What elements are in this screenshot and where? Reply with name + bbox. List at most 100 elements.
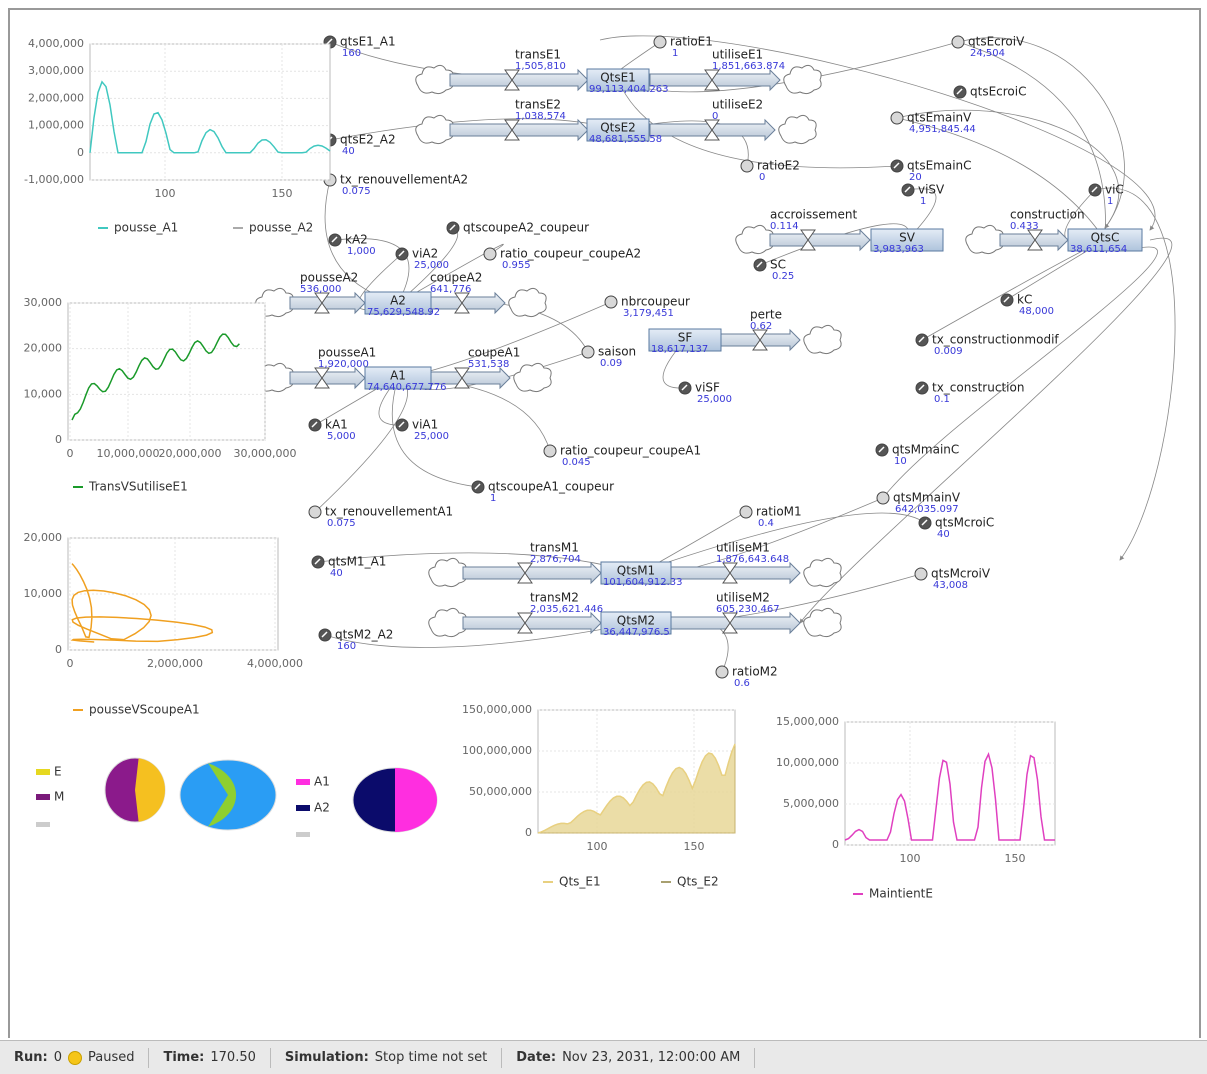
cloud (428, 607, 467, 638)
variable-value: 40 (342, 146, 355, 157)
flow-label: construction (1010, 208, 1085, 222)
variable-label: qtsEcroiC (970, 85, 1026, 99)
variable-value: 3,179,451 (623, 308, 674, 319)
x-tick-label: 100 (900, 852, 921, 865)
time-value: 170.50 (210, 1050, 256, 1065)
flow-valve (722, 562, 738, 584)
flow-valve (314, 367, 330, 389)
date-label: Date: (516, 1050, 557, 1065)
variable-label: qtscoupeA2_coupeur (463, 221, 589, 235)
parameter-mark (918, 336, 925, 343)
legend-label: pousse_A1 (114, 221, 178, 235)
flow-label: transM2 (530, 591, 579, 605)
cloud (783, 64, 822, 95)
y-tick-label: 0 (77, 146, 84, 159)
parameter-mark (878, 446, 885, 453)
separator (754, 1047, 756, 1068)
link-arrow (635, 512, 926, 574)
stock-value: 38,611,654 (1070, 244, 1127, 255)
parameter-mark (1003, 296, 1010, 303)
state-icon (68, 1050, 82, 1065)
parameter-mark (918, 384, 925, 391)
variable-value: 25,000 (414, 431, 449, 442)
link-arrow (617, 79, 898, 169)
flow-pipe (430, 291, 506, 315)
variable-value: 642,035.097 (895, 504, 959, 515)
variable-value: 5,000 (327, 431, 356, 442)
separator (501, 1047, 503, 1068)
simulation-value: Stop time not set (374, 1050, 488, 1065)
variable-value: 0.1 (934, 394, 950, 405)
variable-value: 25,000 (414, 260, 449, 271)
flow-label: transE2 (515, 98, 561, 112)
date-value: Nov 23, 2031, 12:00:00 AM (562, 1050, 741, 1065)
flow-value: 0.62 (750, 321, 772, 332)
flow-label: utiliseE1 (712, 48, 763, 62)
flow-pipe (430, 366, 511, 390)
variable-value: 0.09 (600, 358, 622, 369)
variable-value: 25,000 (697, 394, 732, 405)
stock (870, 228, 944, 252)
cloud (508, 287, 547, 318)
auxiliary (543, 444, 557, 458)
variable-label: viA2 (412, 247, 438, 261)
y-tick-label: 100,000,000 (462, 744, 532, 757)
variable-value: 1 (490, 493, 496, 504)
cloud (803, 324, 842, 355)
variable-label: ratioM1 (756, 505, 802, 519)
stock-label: QtsM2 (617, 614, 655, 628)
variable-value: 43,008 (933, 580, 968, 591)
variable-value: 0.009 (934, 346, 963, 357)
variable-value: 1 (672, 48, 678, 59)
flow-value: 0.433 (1010, 221, 1039, 232)
flow-value: 641,776 (430, 284, 471, 295)
cloud (415, 114, 454, 145)
run-number: 0 (53, 1050, 62, 1065)
pie-slice (208, 763, 237, 827)
chart-plot (89, 43, 331, 181)
flow-valve (752, 329, 768, 351)
cloud (513, 362, 552, 393)
variable-label: qtsEcroiV (968, 35, 1025, 49)
y-tick-label: 20,000 (24, 342, 63, 355)
parameter-mark (311, 421, 318, 428)
flow-value: 531,538 (468, 359, 509, 370)
flow-value: 1,876,643.648 (716, 554, 789, 565)
variable-label: nbrcoupeur (621, 295, 690, 309)
x-tick-label: 150 (1005, 852, 1026, 865)
auxiliary (876, 491, 890, 505)
flow-pipe (769, 228, 871, 252)
run-label: Run: (14, 1050, 48, 1065)
auxiliary (739, 505, 753, 519)
variable-value: 0.25 (772, 271, 794, 282)
variable-value: 0 (759, 172, 765, 183)
y-tick-label: 2,000,000 (28, 91, 84, 104)
variable-label: kA1 (325, 418, 348, 432)
flow-value: 0 (712, 111, 718, 122)
y-tick-label: 0 (55, 643, 62, 656)
variable-label: tx_renouvellementA2 (340, 173, 468, 187)
link-arrow (906, 188, 937, 241)
stock-value: 101,604,912.33 (603, 577, 683, 588)
auxiliary (604, 295, 618, 309)
auxiliary (951, 35, 965, 49)
legend-label: A1 (314, 775, 330, 789)
stock (600, 611, 672, 635)
flow-valve (454, 367, 470, 389)
flow-pipe (289, 366, 366, 390)
flow-value: 1,920,000 (318, 359, 369, 370)
link-arrow (799, 237, 1172, 624)
variable-value: 40 (330, 568, 343, 579)
stock-value: 18,617,137 (651, 344, 708, 355)
parameter-mark (904, 186, 911, 193)
cloud (803, 557, 842, 588)
x-tick-label: 20,000,000 (159, 447, 222, 460)
cloud (778, 114, 817, 145)
variable-label: qtsMmainV (893, 491, 961, 505)
run-state: Paused (88, 1050, 135, 1065)
link-arrow (921, 239, 1106, 341)
flow-value: 536,000 (300, 284, 341, 295)
flow-pipe (670, 611, 801, 635)
stock (586, 118, 650, 142)
legend-label: Qts_E2 (677, 875, 719, 889)
